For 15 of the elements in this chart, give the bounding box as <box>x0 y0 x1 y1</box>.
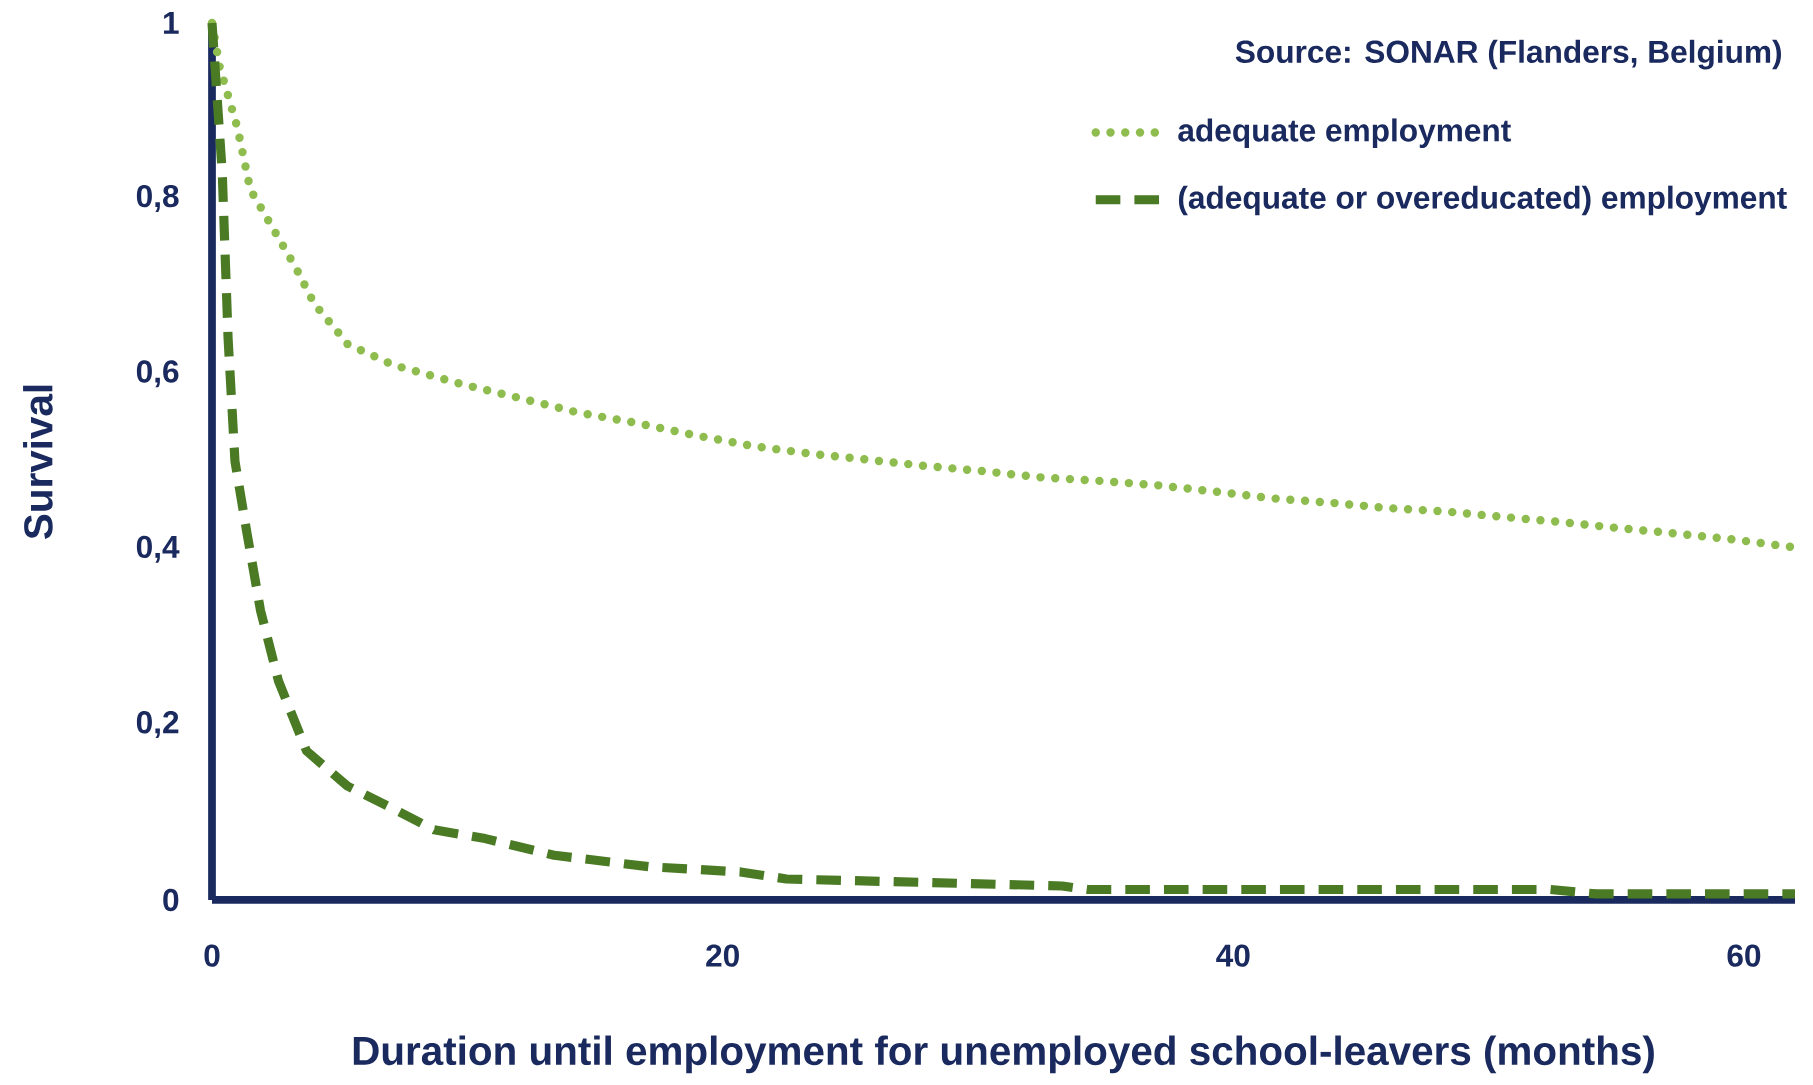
x-axis-title: Duration until employment for unemployed school-leavers (months) <box>353 1035 1654 1074</box>
legend-label: adequate employment <box>1178 118 1511 148</box>
x-tick-label: 60 <box>1727 944 1761 967</box>
y-tick-label: 0,8 <box>136 184 179 212</box>
y-tick-label: 0,4 <box>136 535 180 563</box>
y-tick-label: 1 <box>163 12 179 34</box>
y-axis-title: Survival <box>23 385 53 540</box>
y-tick-label: 0 <box>163 888 179 912</box>
x-tick-label: 20 <box>706 944 739 967</box>
x-tick-label: 0 <box>204 944 220 967</box>
legend-label: (adequate or overeducated) employment <box>1178 185 1787 216</box>
y-tick-label: 0,6 <box>136 360 179 388</box>
x-tick-label: 40 <box>1216 944 1250 967</box>
y-tick-label: 0,2 <box>136 711 179 739</box>
annotation: Source: SONAR (Flanders, Belgium) <box>1235 39 1782 70</box>
